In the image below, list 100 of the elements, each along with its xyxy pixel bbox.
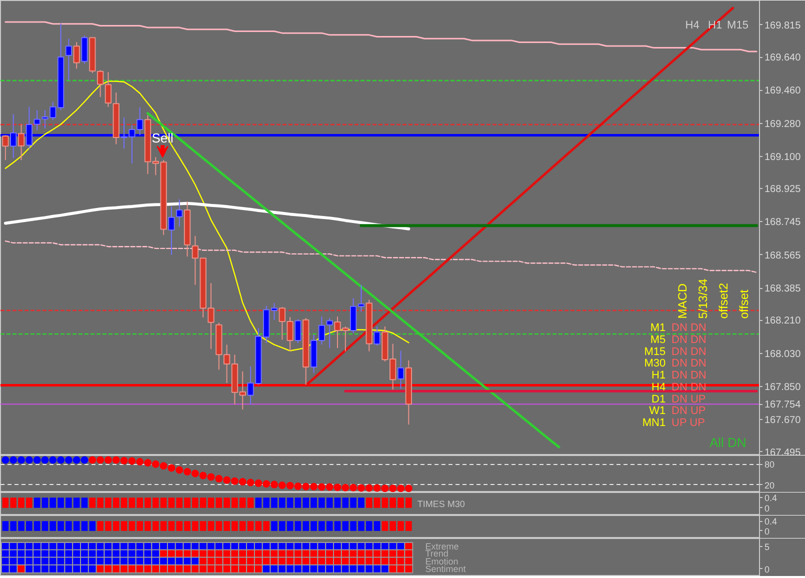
candlestick <box>294 318 302 344</box>
point <box>302 482 310 490</box>
point <box>293 564 302 574</box>
y-tick-label: 0 <box>764 503 770 514</box>
point <box>88 456 96 464</box>
y-tick-label: 167.495 <box>764 447 802 458</box>
annotation: offset2 <box>716 282 730 319</box>
point <box>325 564 334 574</box>
point <box>80 564 90 574</box>
y-tick-label: 20 <box>764 480 775 490</box>
point <box>223 476 231 484</box>
point <box>246 478 254 486</box>
point <box>333 564 342 574</box>
point <box>278 564 287 574</box>
point <box>404 484 412 492</box>
point <box>57 456 65 464</box>
y-tick-label: 169.460 <box>764 86 802 97</box>
line-series <box>4 21 758 52</box>
y-tick-label: 167.850 <box>764 382 802 393</box>
point <box>64 456 72 464</box>
point <box>199 472 207 480</box>
candlestick <box>176 198 183 228</box>
point <box>286 564 295 574</box>
point <box>176 466 184 474</box>
point <box>8 564 18 574</box>
point <box>317 564 326 574</box>
point <box>152 460 160 468</box>
point <box>32 564 42 574</box>
line-series <box>4 202 410 230</box>
point <box>33 456 41 464</box>
point <box>270 480 278 488</box>
point <box>294 482 302 490</box>
candlestick <box>81 34 88 64</box>
annotation: M1 DN DN <box>650 322 706 334</box>
point <box>350 484 358 492</box>
candlestick <box>73 42 80 70</box>
point <box>286 482 294 490</box>
point <box>207 473 215 481</box>
point <box>41 456 49 464</box>
point <box>389 484 397 492</box>
series-label: Trend <box>425 548 448 559</box>
y-tick-label: 5 <box>764 542 770 552</box>
y-tick-label: 169.100 <box>764 152 802 163</box>
candlestick <box>2 134 9 161</box>
point <box>364 564 374 574</box>
line-series <box>4 240 758 273</box>
point <box>48 564 58 574</box>
y-tick-label: 169.815 <box>764 20 802 32</box>
point <box>128 457 136 465</box>
series-label: Sentiment <box>425 564 466 574</box>
y-tick-label: 168.745 <box>764 217 802 228</box>
point <box>238 478 246 486</box>
point <box>381 484 389 492</box>
point <box>365 484 373 492</box>
point <box>262 480 270 488</box>
annotation: MACD <box>675 283 690 319</box>
point <box>72 456 80 464</box>
annotation: D1 DN UP <box>652 393 706 406</box>
candlestick <box>374 326 380 346</box>
point <box>168 464 176 472</box>
point <box>24 564 34 574</box>
point <box>278 481 286 489</box>
y-tick-label: 0.4 <box>764 516 778 527</box>
point <box>25 456 33 464</box>
ref-line-label: 167.754 <box>764 400 802 411</box>
point <box>160 462 168 470</box>
y-tick-label: 0.4 <box>764 493 778 504</box>
annotation: M30 DN DN <box>644 358 706 370</box>
point <box>356 564 366 574</box>
y-tick-label: 168.030 <box>764 348 802 360</box>
annotation: H1 DN DN <box>652 370 706 382</box>
point <box>230 477 238 485</box>
y-tick-label: 167.670 <box>764 415 802 426</box>
annotation: All DN <box>709 435 746 450</box>
point <box>397 484 405 492</box>
point <box>310 482 318 490</box>
point <box>301 564 310 574</box>
y-tick-label: 0 <box>764 564 770 574</box>
point <box>112 456 120 464</box>
y-tick-label: 0 <box>764 526 770 536</box>
y-tick-label: 168.210 <box>764 316 802 327</box>
point <box>10 456 18 464</box>
point <box>357 484 365 492</box>
point <box>49 456 57 464</box>
annotation: W1 DN UP <box>649 405 706 418</box>
annotation: TIMES M30 <box>417 499 465 509</box>
point <box>104 456 112 464</box>
y-tick-label: 168.385 <box>764 284 802 295</box>
point <box>342 484 350 492</box>
point <box>64 564 74 574</box>
point <box>318 483 326 491</box>
point <box>254 479 262 487</box>
point <box>262 564 271 574</box>
point <box>334 484 342 492</box>
point <box>2 456 10 464</box>
point <box>184 468 192 476</box>
point <box>120 456 128 464</box>
point <box>80 456 88 464</box>
candlestick <box>168 206 175 256</box>
point <box>96 456 104 464</box>
